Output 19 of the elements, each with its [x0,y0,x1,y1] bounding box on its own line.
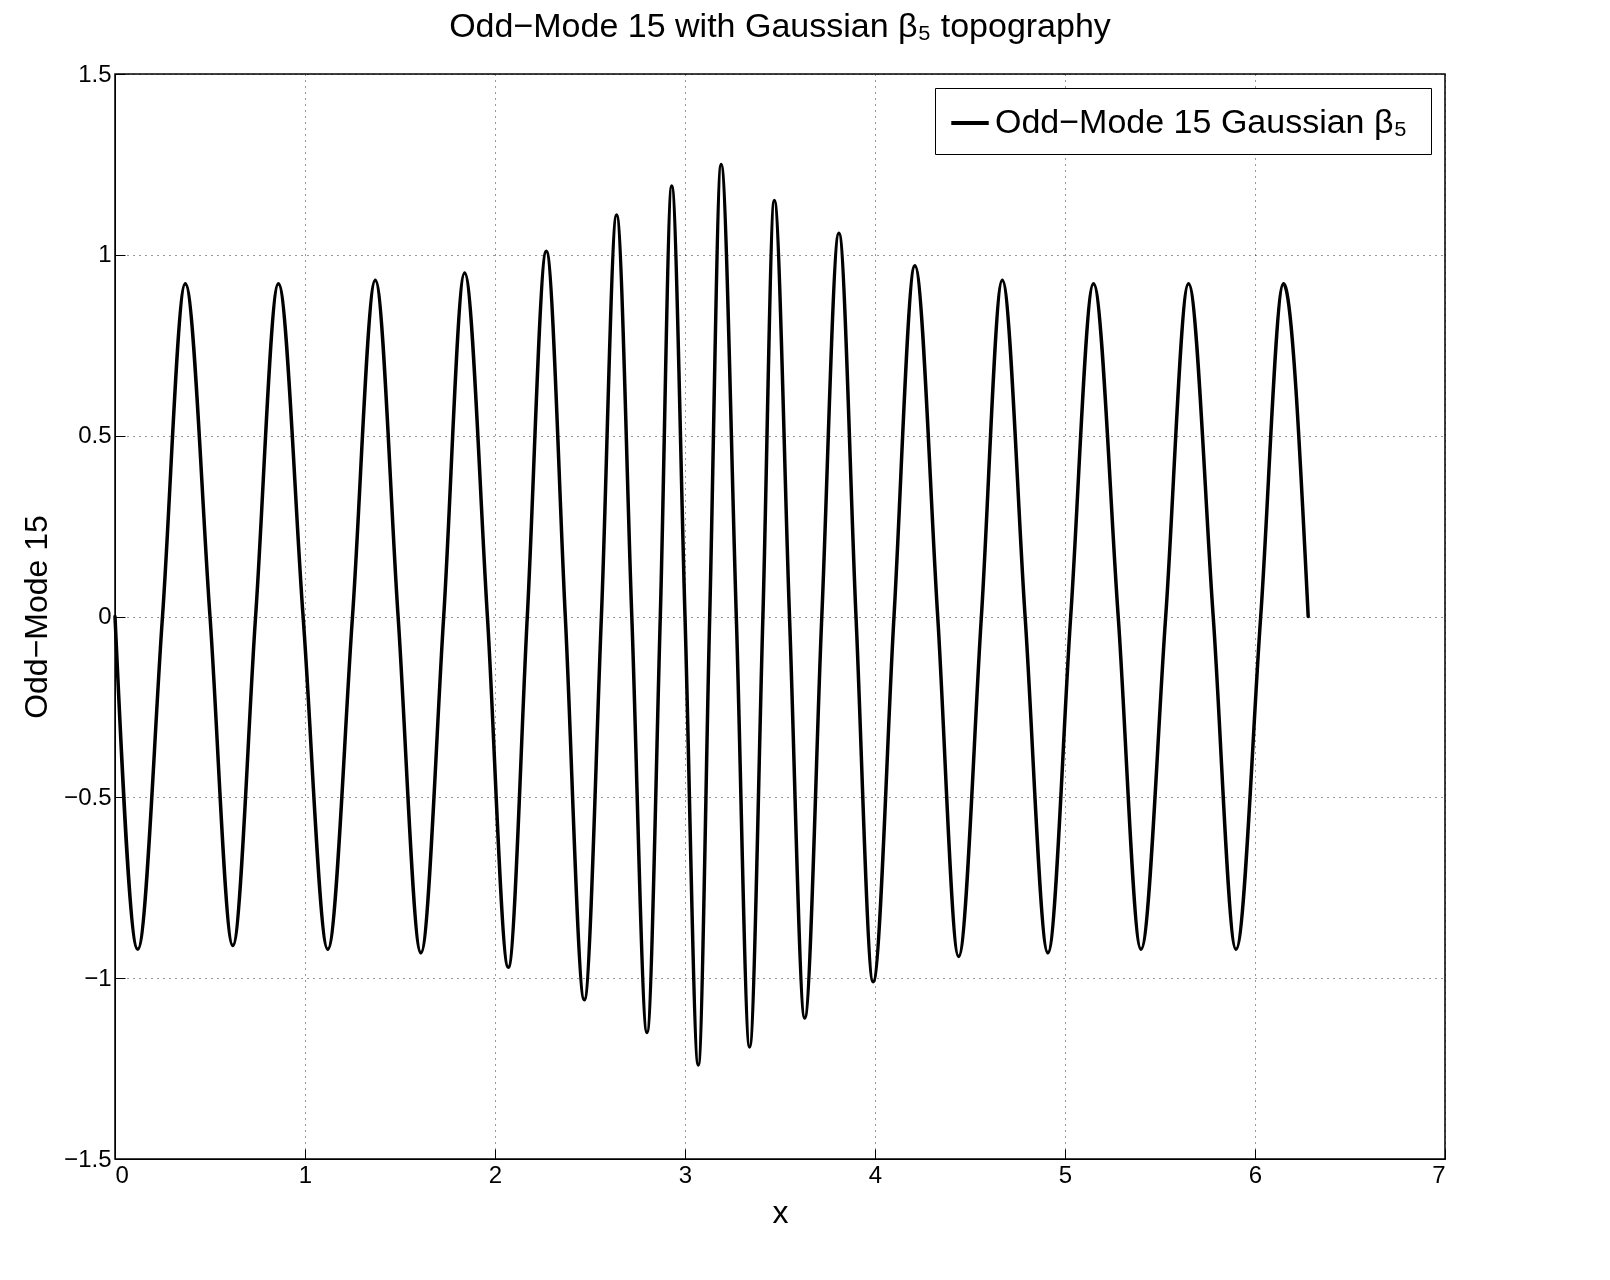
x-tick-label: 5 [1058,1160,1073,1188]
x-tick-label: 3 [678,1160,693,1188]
x-tick-label: 7 [1432,1160,1446,1188]
y-tick-label: −1.5 [64,1144,112,1172]
x-tick-label: 4 [868,1160,883,1188]
y-axis-title: Odd−Mode 15 [18,515,55,719]
x-tick-label: 1 [298,1160,313,1188]
x-tick-label: 6 [1248,1160,1263,1188]
y-tick-label: −0.5 [64,782,112,810]
x-tick-label: 2 [488,1160,503,1188]
legend-label: Odd−Mode 15 Gaussian β₅ [995,102,1408,140]
y-tick-label: 0.5 [78,421,112,449]
y-tick-label: −1 [84,963,112,991]
chart-title: Odd−Mode 15 with Gaussian β₅ topography [449,6,1111,44]
y-tick-label: 0 [98,602,112,629]
x-tick-label: 0 [115,1160,129,1188]
y-tick-label: 1.5 [78,59,112,87]
y-tick-label: 1 [98,240,112,268]
x-axis-title: x [772,1193,789,1230]
